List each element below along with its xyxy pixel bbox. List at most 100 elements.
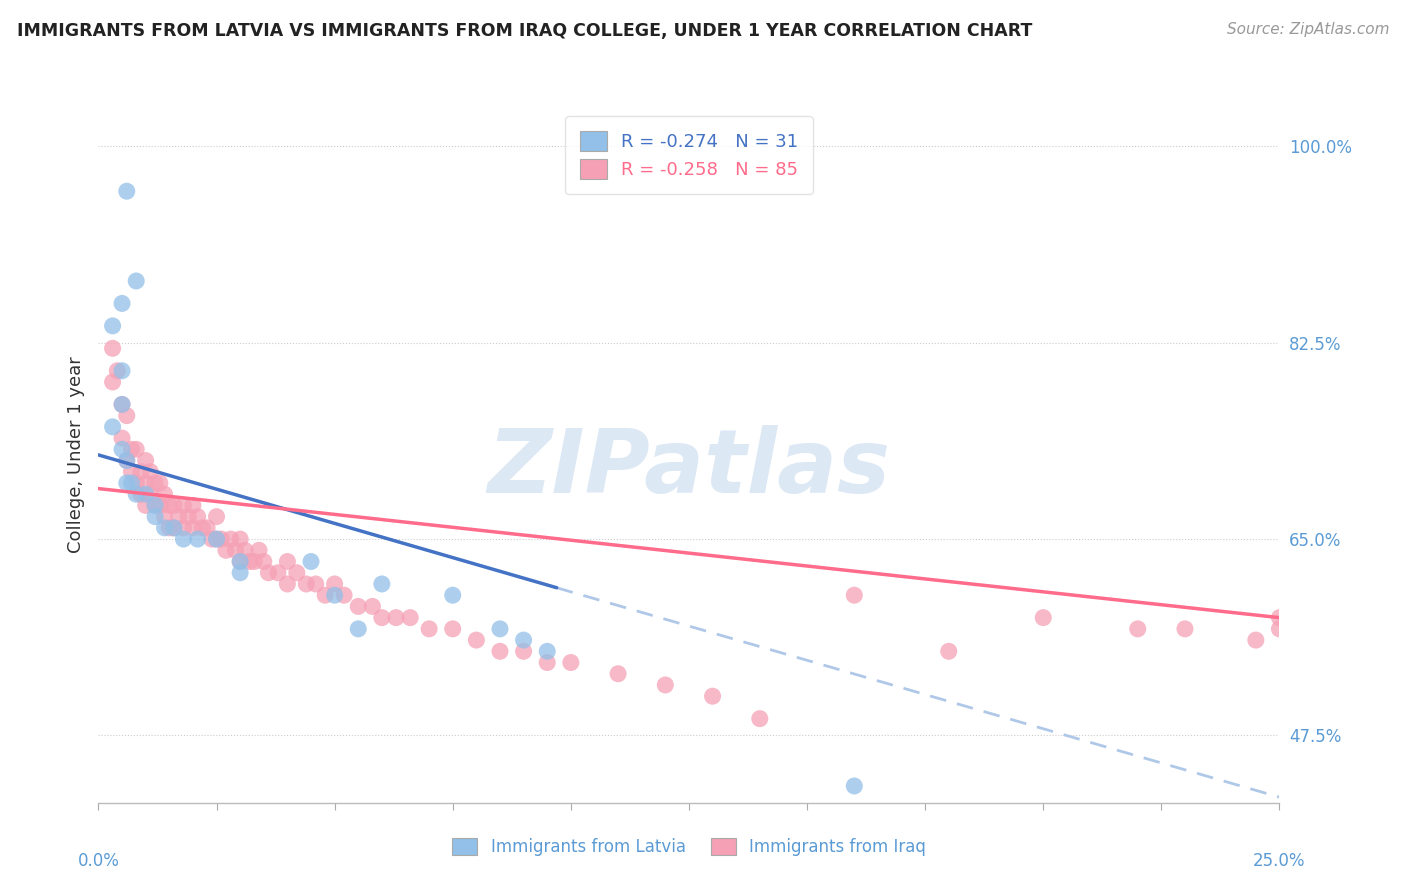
- Point: [536, 644, 558, 658]
- Point: [135, 499, 157, 513]
- Point: [512, 644, 534, 658]
- Point: [125, 475, 148, 490]
- Point: [385, 610, 408, 624]
- Point: [167, 509, 190, 524]
- Point: [139, 465, 162, 479]
- Point: [1174, 622, 1197, 636]
- Point: [229, 555, 252, 569]
- Point: [177, 509, 200, 524]
- Point: [295, 577, 318, 591]
- Point: [143, 499, 166, 513]
- Point: [105, 364, 128, 378]
- Point: [702, 689, 724, 703]
- Point: [257, 566, 280, 580]
- Point: [129, 465, 152, 479]
- Point: [654, 678, 676, 692]
- Point: [115, 184, 138, 198]
- Legend: R = -0.274   N = 31, R = -0.258   N = 85: R = -0.274 N = 31, R = -0.258 N = 85: [565, 116, 813, 194]
- Point: [111, 397, 134, 411]
- Point: [1032, 610, 1054, 624]
- Point: [276, 577, 298, 591]
- Point: [299, 555, 322, 569]
- Point: [489, 644, 512, 658]
- Point: [101, 420, 124, 434]
- Point: [172, 532, 194, 546]
- Point: [111, 442, 134, 457]
- Point: [135, 487, 157, 501]
- Point: [229, 532, 252, 546]
- Point: [143, 499, 166, 513]
- Text: Source: ZipAtlas.com: Source: ZipAtlas.com: [1226, 22, 1389, 37]
- Text: ZIPatlas: ZIPatlas: [488, 425, 890, 512]
- Point: [115, 453, 138, 467]
- Point: [371, 610, 394, 624]
- Point: [560, 656, 582, 670]
- Point: [205, 509, 228, 524]
- Point: [163, 521, 186, 535]
- Point: [215, 543, 238, 558]
- Point: [157, 521, 180, 535]
- Point: [314, 588, 336, 602]
- Text: IMMIGRANTS FROM LATVIA VS IMMIGRANTS FROM IRAQ COLLEGE, UNDER 1 YEAR CORRELATION: IMMIGRANTS FROM LATVIA VS IMMIGRANTS FRO…: [17, 22, 1032, 40]
- Point: [1244, 633, 1267, 648]
- Text: 25.0%: 25.0%: [1253, 852, 1306, 870]
- Point: [371, 577, 394, 591]
- Point: [323, 588, 346, 602]
- Point: [181, 499, 204, 513]
- Point: [139, 487, 162, 501]
- Point: [489, 622, 512, 636]
- Point: [229, 555, 252, 569]
- Point: [201, 532, 224, 546]
- Point: [115, 409, 138, 423]
- Point: [347, 622, 370, 636]
- Point: [512, 633, 534, 648]
- Point: [143, 475, 166, 490]
- Point: [347, 599, 370, 614]
- Point: [219, 532, 242, 546]
- Point: [253, 555, 276, 569]
- Point: [181, 521, 204, 535]
- Point: [247, 543, 270, 558]
- Point: [121, 475, 143, 490]
- Point: [239, 555, 262, 569]
- Point: [333, 588, 356, 602]
- Point: [844, 588, 866, 602]
- Point: [129, 487, 152, 501]
- Point: [607, 666, 630, 681]
- Point: [121, 442, 143, 457]
- Point: [441, 588, 464, 602]
- Point: [143, 509, 166, 524]
- Point: [163, 499, 186, 513]
- Point: [101, 375, 124, 389]
- Point: [157, 499, 180, 513]
- Point: [938, 644, 960, 658]
- Point: [111, 431, 134, 445]
- Point: [153, 521, 176, 535]
- Point: [101, 318, 124, 333]
- Point: [323, 577, 346, 591]
- Point: [229, 566, 252, 580]
- Point: [285, 566, 308, 580]
- Y-axis label: College, Under 1 year: College, Under 1 year: [66, 357, 84, 553]
- Point: [153, 487, 176, 501]
- Point: [111, 296, 134, 310]
- Point: [115, 475, 138, 490]
- Point: [233, 543, 256, 558]
- Text: 0.0%: 0.0%: [77, 852, 120, 870]
- Point: [191, 521, 214, 535]
- Point: [153, 509, 176, 524]
- Point: [121, 465, 143, 479]
- Point: [465, 633, 488, 648]
- Point: [205, 532, 228, 546]
- Point: [125, 442, 148, 457]
- Point: [149, 499, 172, 513]
- Point: [267, 566, 290, 580]
- Point: [844, 779, 866, 793]
- Point: [135, 453, 157, 467]
- Point: [101, 341, 124, 355]
- Point: [1268, 610, 1291, 624]
- Point: [441, 622, 464, 636]
- Point: [305, 577, 328, 591]
- Point: [224, 543, 246, 558]
- Point: [115, 453, 138, 467]
